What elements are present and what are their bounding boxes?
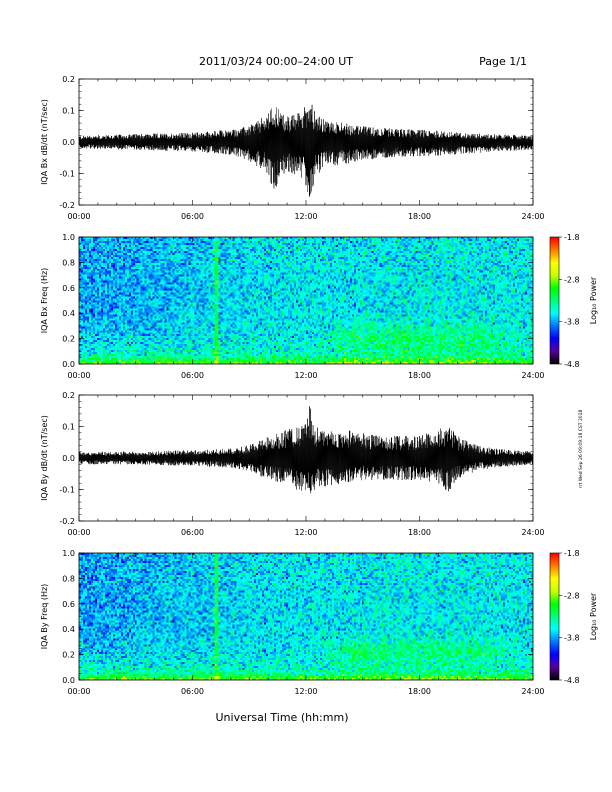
x-tick-label: 24:00 [521,371,544,380]
panel-3: -0.2 -0.1 0.0 0.1 0.2 00:00 06:00 12:00 18:00 24:… [40,391,545,537]
x-tick-label: 06:00 [181,212,204,221]
spectrogram-image [79,553,533,680]
colorbar-frame [549,236,560,365]
panel-1: -0.2 -0.1 0.0 0.1 0.2 00:00 06:00 12:00 18:00 24:… [40,75,545,221]
y-tick-label: 0.2 [62,75,75,84]
x-tick-label: 06:00 [181,371,204,380]
y-tick-label: 0.6 [62,600,75,609]
x-tick-label: 12:00 [294,528,317,537]
y-tick-label: 0.8 [62,258,75,267]
spectrogram-image [79,237,533,364]
panel-4: 0.0 0.2 0.4 0.6 0.8 1.0 -1.8 -2.8 -3.8 -4.8 Log₁₀ … [40,549,598,696]
y-tick-label: 0.4 [62,309,75,318]
y-tick-label: 1.0 [62,233,75,242]
colorbar-tick-label: -3.8 [564,318,580,327]
colorbar-label: Log₁₀ Power [589,592,598,640]
y-tick-label: -0.2 [59,517,75,526]
colorbar-tick-label: -4.8 [564,360,580,369]
y-axis-label: IQA Bx dB/dt (nT/sec) [40,99,49,185]
x-tick-label: 24:00 [521,528,544,537]
y-tick-label: 0.2 [62,335,75,344]
x-tick-label: 12:00 [294,212,317,221]
y-tick-label: 1.0 [62,549,75,558]
colorbar [550,553,559,680]
x-tick-label: 06:00 [181,687,204,696]
x-tick-label: 12:00 [294,687,317,696]
y-axis-label: IQA By Freq (Hz) [40,584,49,650]
y-tick-label: 0.1 [62,107,75,116]
x-tick-label: 18:00 [408,528,431,537]
colorbar-tick-label: -1.8 [564,549,580,558]
y-tick-label: 0.0 [62,676,75,685]
colorbar-label: Log₁₀ Power [589,276,598,324]
y-tick-label: 0.0 [62,138,75,147]
page-indicator: Page 1/1 [479,55,527,68]
x-axis-title: Universal Time (hh:mm) [216,711,349,724]
y-axis-label: IQA Bx Freq (Hz) [40,268,49,334]
x-tick-label: 00:00 [67,687,90,696]
colorbar-tick-label: -2.8 [564,275,580,284]
x-tick-label: 06:00 [181,528,204,537]
y-tick-label: 0.0 [62,454,75,463]
x-tick-label: 18:00 [408,212,431,221]
x-tick-label: 12:00 [294,371,317,380]
x-tick-label: 18:00 [408,371,431,380]
colorbar-frame [549,552,560,681]
x-tick-label: 00:00 [67,371,90,380]
side-stamp: rrt Wed Sep 26 09:09:18 CST 2018 [578,409,584,488]
y-tick-label: 0.0 [62,360,75,369]
y-tick-label: 0.2 [62,391,75,400]
series-line [78,406,534,494]
x-tick-label: 00:00 [67,528,90,537]
y-tick-label: 0.1 [62,423,75,432]
colorbar-tick-label: -4.8 [564,676,580,685]
panels: -0.2 -0.1 0.0 0.1 0.2 00:00 06:00 12:00 18:00 24:… [40,75,598,696]
colorbar [550,237,559,364]
panel-2: 0.0 0.2 0.4 0.6 0.8 1.0 -1.8 -2.8 -3.8 -4.8 Log₁₀ … [40,233,598,380]
x-tick-label: 18:00 [408,687,431,696]
x-tick-label: 00:00 [67,212,90,221]
y-tick-label: 0.8 [62,574,75,583]
y-tick-label: 0.2 [62,651,75,660]
colorbar-tick-label: -3.8 [564,634,580,643]
y-tick-label: -0.2 [59,201,75,210]
y-tick-label: 0.4 [62,625,75,634]
series-line [78,104,534,197]
y-tick-label: -0.1 [59,170,75,179]
x-tick-label: 24:00 [521,687,544,696]
colorbar-tick-label: -1.8 [564,233,580,242]
x-tick-label: 24:00 [521,212,544,221]
y-tick-label: -0.1 [59,486,75,495]
figure-title: 2011/03/24 00:00–24:00 UT [199,55,353,68]
colorbar-tick-label: -2.8 [564,591,580,600]
y-tick-label: 0.6 [62,284,75,293]
y-axis-label: IQA By dB/dt (nT/sec) [40,415,49,501]
